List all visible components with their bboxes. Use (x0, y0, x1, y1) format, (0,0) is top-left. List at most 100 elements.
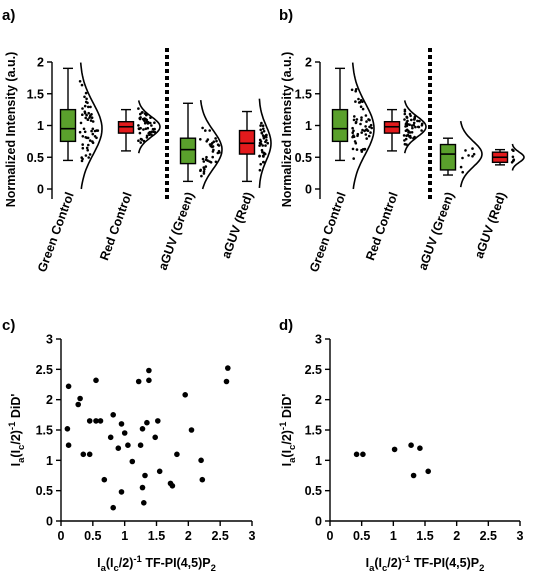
category-label: aGUV (Red) (219, 190, 256, 260)
data-point (91, 120, 95, 123)
data-point (86, 136, 90, 140)
data-point (365, 137, 369, 140)
data-point (139, 137, 143, 141)
y-axis-label: Ia(Ic/2)-1 DiD' (7, 394, 27, 467)
label-part: (I (280, 450, 294, 458)
box-red-control (117, 100, 161, 154)
scatter-point (115, 445, 122, 452)
label-part: /2) (387, 556, 402, 570)
y-tick-label: 1 (37, 119, 44, 133)
data-point (412, 121, 416, 125)
data-point (264, 144, 267, 147)
data-point (403, 118, 406, 121)
scatter-point (169, 483, 176, 489)
data-point (86, 148, 89, 152)
data-point (87, 105, 90, 109)
data-point (352, 135, 356, 138)
category-label: Green Control (307, 190, 349, 274)
data-point (144, 127, 148, 131)
data-point (403, 112, 407, 116)
label-part: DiD' (280, 394, 294, 422)
data-point (354, 100, 357, 103)
data-point (464, 149, 467, 152)
scatter-point (110, 412, 116, 418)
y-tick-label: 3 (46, 333, 53, 347)
scatter-point (198, 457, 204, 464)
data-point (403, 139, 406, 142)
data-point (511, 155, 515, 159)
data-point (86, 101, 89, 105)
data-point (204, 165, 208, 168)
data-point (259, 162, 263, 166)
label-part: -1 (7, 421, 18, 430)
scatter-point (121, 430, 128, 436)
scatter-panel-2: d)00.511.522.530 0.5 1 1.5 2 2.5 3Ia(Ic/2)-1 T… (278, 317, 524, 574)
data-point (137, 139, 140, 142)
density-curve (351, 62, 375, 190)
data-point (471, 155, 474, 158)
data-point (414, 125, 417, 129)
data-point (408, 135, 411, 138)
x-tick-label: 1.5 (148, 529, 165, 543)
data-point (211, 141, 214, 145)
panel-label: d) (279, 317, 293, 334)
data-point (405, 115, 409, 119)
data-point (149, 116, 152, 119)
data-point (211, 145, 215, 148)
label-part: TF-PI(4,5)P (410, 556, 479, 570)
data-point (81, 113, 84, 116)
data-point (364, 125, 367, 128)
box-green-control (59, 62, 103, 190)
box-green-control (331, 62, 375, 190)
data-point (204, 129, 207, 132)
label-part: (I (106, 556, 114, 570)
density-curve (459, 120, 483, 188)
data-point (81, 146, 85, 150)
panel-label: a) (2, 7, 15, 24)
data-point (201, 126, 204, 130)
data-point (361, 128, 364, 132)
label-part: 2 (479, 563, 484, 574)
data-point (144, 117, 147, 121)
scatter-point (188, 427, 195, 433)
data-point (205, 155, 208, 159)
data-point (84, 116, 87, 120)
data-point (350, 88, 354, 92)
data-point (148, 133, 151, 136)
data-point (137, 124, 140, 127)
label-part: /2) (9, 430, 23, 445)
data-point (354, 120, 358, 124)
data-point (139, 141, 142, 144)
x-tick-label: 0 (327, 529, 334, 543)
box-body (331, 108, 349, 143)
panel-label: c) (2, 317, 15, 334)
label-part: c (287, 445, 298, 450)
scatter-point (360, 451, 366, 458)
data-point (88, 153, 92, 156)
scatter-point (199, 476, 206, 483)
label-part: -1 (402, 554, 411, 565)
category-label: Red Control (363, 190, 401, 262)
data-point (143, 119, 146, 123)
data-point (202, 160, 206, 163)
data-point (89, 105, 92, 109)
x-tick-label: 3 (517, 529, 524, 543)
data-point (368, 125, 371, 129)
data-point (472, 152, 476, 156)
data-point (461, 170, 465, 174)
data-point (266, 141, 270, 145)
scatter-point (408, 442, 414, 449)
scatter-point (65, 383, 72, 390)
data-point (259, 128, 263, 132)
y-tick-label: 1 (315, 454, 322, 468)
data-point (354, 89, 358, 93)
y-tick-label: 0.5 (27, 151, 44, 165)
data-point (408, 112, 412, 116)
data-point (404, 129, 408, 132)
y-tick-label: 0.5 (36, 484, 53, 498)
x-axis-label: Ia(Ic/2)-1 TF-PI(4,5)P2 (366, 554, 485, 574)
data-point (403, 110, 407, 113)
data-point (413, 118, 416, 121)
data-point (265, 135, 268, 139)
data-point (202, 172, 206, 175)
